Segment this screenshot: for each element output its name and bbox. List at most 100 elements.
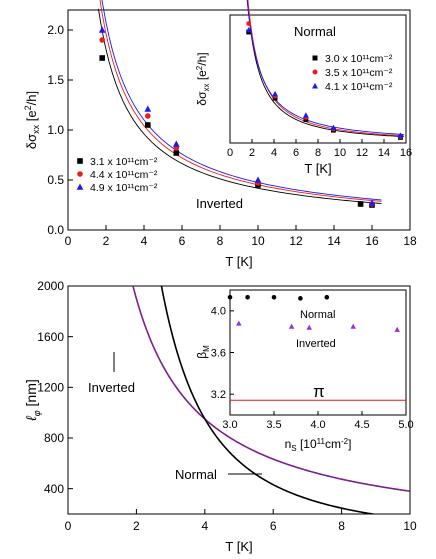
bottom-main-ytick-label: 2000 (37, 279, 64, 293)
top-main-xtick-label: 8 (217, 234, 224, 248)
top-main-point (368, 199, 376, 206)
inverted-curve-label: Inverted (88, 380, 135, 395)
top-inset-point (330, 124, 337, 131)
bottom-inset-point-normal (245, 294, 250, 300)
top-main-xtick-label: 0 (65, 234, 72, 248)
bottom-inset-ylabel: βM (195, 345, 211, 359)
top-inset-chart: 0 2 4 6 8 10 12 14 16 T [K] δσxx [e2/h] Normal 3… (195, 0, 412, 176)
top-main-ytick-label: 0.0 (47, 223, 64, 237)
top-inset-legend-marker (312, 69, 318, 75)
bottom-inset-point-normal (271, 294, 277, 300)
top-inset-ylabel: δσxx [e2/h] (195, 52, 211, 105)
bottom-inset-point-inverted (350, 323, 356, 329)
top-inset-legend: 3.0 x 10¹¹cm⁻² 3.5 x 10¹¹cm⁻² 4.1 x 10¹¹cm… (312, 53, 393, 93)
bottom-main-ytick-label: 800 (44, 431, 64, 445)
bottom-main-xtick-label: 4 (201, 519, 208, 533)
top-inset-point (272, 90, 278, 97)
top-inset-xtick-label: 14 (378, 147, 390, 159)
top-main-legend-marker (76, 183, 84, 190)
bottom-inset-xtick-label: 4.0 (310, 419, 325, 431)
top-main-point (173, 150, 180, 156)
top-inset-xtick-label: 8 (315, 147, 321, 159)
top-main-legend-label: 4.9 x 10¹¹cm⁻² (90, 182, 158, 194)
bottom-main-ytick-label: 1200 (37, 381, 64, 395)
series-normal-label: Normal (300, 309, 335, 321)
top-inset-point (245, 26, 252, 33)
top-main-fit-curve-2 (101, 0, 382, 201)
top-main-point (98, 26, 106, 33)
bottom-inset-chart: 3.0 3.5 4.0 4.5 5.0 3.2 3.6 4.0 nS [1011cm-2] β… (195, 289, 414, 453)
top-inset-xtick-label: 4 (271, 147, 277, 159)
top-inset-point (246, 21, 252, 26)
top-inset-xtick-label: 2 (249, 147, 255, 159)
bottom-inset-xtick-label: 5.0 (398, 419, 413, 431)
top-inset-legend-marker (312, 82, 318, 89)
pi-label: π (313, 382, 325, 401)
top-main-point (144, 105, 152, 112)
bottom-inset-point-inverted (236, 320, 242, 326)
top-main-point (145, 113, 151, 119)
top-inset-xtick-label: 6 (293, 147, 299, 159)
bottom-main-ylabel: ℓφ [nm] (23, 379, 42, 422)
top-inset-xtick-label: 10 (334, 147, 346, 159)
bottom-inset-point-inverted (306, 324, 312, 330)
top-main-point (254, 176, 262, 183)
bottom-inset-ytick-label: 3.2 (211, 389, 226, 401)
top-inset-xtick-label: 12 (356, 147, 368, 159)
top-main-point (99, 55, 105, 61)
bottom-main-xtick-label: 8 (338, 519, 345, 533)
top-main-xtick-label: 4 (141, 234, 148, 248)
top-main-xtick-label: 18 (403, 234, 417, 248)
top-main-ylabel: δσxx [e2/h] (23, 91, 41, 149)
bottom-main-xlabel: T [K] (225, 539, 252, 554)
bottom-main-xtick-label: 10 (403, 519, 417, 533)
bottom-inset-xtick-label: 3.5 (266, 419, 281, 431)
top-main-legend-label: 3.1 x 10¹¹cm⁻² (90, 156, 158, 168)
top-main-ytick-label: 2.0 (47, 23, 64, 37)
top-main-fit-curve-0 (97, 8, 382, 204)
bottom-inset-xtick-label: 4.5 (354, 419, 369, 431)
top-main-point (172, 140, 180, 147)
top-main-legend-marker (77, 158, 83, 164)
top-main-point (145, 122, 151, 128)
top-main-xtick-label: 6 (179, 234, 186, 248)
bottom-inset-point-normal (298, 296, 303, 301)
top-main-ytick-label: 0.5 (47, 173, 64, 187)
normal-curve-label: Normal (175, 467, 217, 482)
top-main-ytick-label: 1.5 (47, 73, 64, 87)
bottom-inset-ytick-label: 3.6 (211, 347, 226, 359)
bottom-inset-point-inverted (288, 323, 295, 329)
top-main-annotation: Inverted (196, 196, 243, 211)
top-main-xlabel: T [K] (225, 254, 252, 269)
bottom-main-xtick-label: 0 (65, 519, 72, 533)
bottom-main-curve-normal (160, 286, 378, 514)
series-inverted-label: Inverted (296, 338, 336, 350)
top-main-ytick-label: 1.0 (47, 123, 64, 137)
bottom-main-xtick-label: 2 (133, 519, 140, 533)
bottom-inset-point-normal (227, 294, 233, 300)
bottom-main-curve-inverted (132, 286, 410, 492)
top-inset-point (397, 132, 404, 138)
top-inset-legend-label: 3.5 x 10¹¹cm⁻² (325, 67, 393, 79)
top-main-xtick-label: 14 (327, 234, 341, 248)
top-main-point (99, 37, 105, 43)
top-inset-fit-curve-0 (246, 0, 404, 138)
top-main-legend-label: 4.4 x 10¹¹cm⁻² (90, 169, 158, 181)
top-main-xtick-label: 10 (251, 234, 265, 248)
top-inset-point (303, 112, 309, 118)
top-inset-title: Normal (294, 24, 336, 39)
top-inset-xlabel: T [K] (304, 161, 331, 176)
bottom-main-ytick-label: 400 (44, 482, 64, 496)
bottom-inset-xlabel: nS [1011cm-2] (285, 437, 352, 453)
top-main-xtick-label: 16 (365, 234, 379, 248)
top-inset-legend-label: 4.1 x 10¹¹cm⁻² (325, 81, 393, 93)
top-main-legend: 3.1 x 10¹¹cm⁻²4.4 x 10¹¹cm⁻²4.9 x 10¹¹cm… (76, 156, 158, 194)
top-main-chart: 0 2 4 6 8 10 12 14 16 18 0.0 0.5 1.0 1.5 2.0 T [K] δσx… (23, 0, 417, 269)
top-inset-xtick-label: 0 (227, 147, 233, 159)
bottom-main-ytick-label: 1600 (37, 330, 64, 344)
bottom-inset-ytick-label: 4.0 (211, 306, 226, 318)
top-main-legend-marker (77, 171, 83, 177)
bottom-inset-point-inverted (394, 326, 400, 332)
